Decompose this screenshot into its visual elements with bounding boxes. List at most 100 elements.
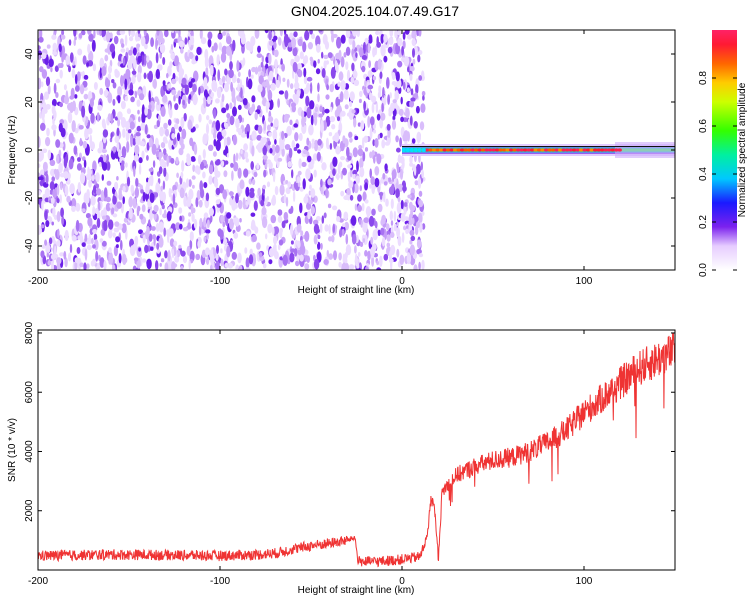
noise-speckle [50, 66, 53, 73]
noise-speckle [108, 219, 114, 230]
noise-speckle [348, 264, 355, 270]
noise-speckle [390, 198, 394, 209]
noise-speckle [332, 168, 336, 177]
y-tick-label: -40 [24, 238, 35, 253]
noise-speckle [266, 124, 271, 132]
noise-speckle [87, 217, 93, 227]
noise-speckle [293, 146, 298, 152]
band-onset-dot [421, 148, 426, 152]
noise-speckle [321, 68, 326, 78]
noise-speckle [215, 98, 220, 104]
noise-speckle [237, 167, 242, 179]
noise-speckle [105, 202, 111, 212]
noise-speckle [376, 267, 382, 270]
noise-speckle [178, 95, 181, 105]
noise-speckle [275, 79, 281, 89]
noise-speckle [344, 104, 349, 110]
noise-speckle [125, 120, 130, 130]
noise-speckle [52, 42, 58, 52]
noise-speckle [88, 33, 94, 42]
noise-speckle [105, 31, 111, 43]
noise-speckle [117, 118, 121, 127]
band-onset-dot [401, 148, 406, 152]
noise-speckle [299, 51, 304, 60]
noise-speckle [381, 102, 384, 113]
noise-speckle [103, 219, 108, 232]
noise-speckle [279, 184, 285, 196]
noise-speckle [93, 185, 97, 194]
noise-speckle [257, 65, 262, 73]
noise-speckle [290, 223, 294, 236]
noise-speckle [239, 264, 243, 270]
noise-speckle [326, 249, 329, 258]
noise-speckle [307, 210, 311, 220]
noise-speckle [190, 35, 195, 46]
noise-speckle [224, 160, 229, 165]
noise-speckle [373, 129, 377, 134]
noise-speckle [377, 58, 382, 70]
noise-speckle [272, 171, 276, 183]
noise-speckle [360, 120, 365, 130]
noise-speckle [354, 135, 359, 141]
band-peak-dot [617, 148, 622, 152]
top-x-axis-label: Height of straight line (km) [298, 285, 415, 296]
noise-speckle [46, 44, 51, 49]
noise-speckle [166, 155, 169, 167]
noise-speckle [52, 118, 55, 126]
noise-speckle [375, 101, 379, 114]
noise-speckle [328, 132, 333, 137]
noise-speckle [100, 190, 105, 202]
noise-speckle [223, 149, 227, 156]
noise-speckle [400, 116, 404, 123]
band-onset-dot [405, 148, 410, 152]
noise-speckle [235, 152, 239, 162]
noise-speckle [61, 53, 64, 63]
noise-speckle [120, 75, 124, 87]
noise-speckle [209, 249, 213, 259]
noise-speckle [330, 106, 333, 113]
noise-speckle [242, 57, 246, 66]
noise-speckle [55, 139, 61, 148]
noise-speckle [63, 171, 69, 179]
noise-speckle [45, 173, 49, 184]
noise-speckle [345, 244, 352, 256]
noise-speckle [208, 90, 211, 95]
noise-speckle [350, 215, 357, 226]
noise-speckle [359, 185, 362, 192]
noise-speckle [168, 187, 172, 198]
noise-speckle [233, 232, 239, 239]
noise-speckle [99, 67, 103, 79]
noise-speckle [279, 30, 283, 37]
noise-speckle [292, 190, 296, 202]
noise-speckle [224, 122, 229, 129]
noise-speckle [315, 43, 321, 53]
noise-speckle [204, 56, 209, 68]
noise-speckle [279, 227, 283, 234]
noise-speckle [378, 85, 382, 94]
noise-speckle [74, 127, 79, 134]
noise-speckle [61, 34, 66, 40]
noise-speckle [208, 144, 214, 151]
noise-speckle [122, 57, 126, 66]
noise-speckle [403, 56, 410, 67]
noise-speckle [229, 115, 235, 126]
noise-speckle [112, 98, 116, 106]
noise-speckle [277, 244, 281, 251]
noise-speckle [87, 30, 92, 36]
noise-speckle [215, 252, 219, 261]
noise-speckle [283, 211, 288, 221]
noise-speckle [405, 228, 409, 235]
noise-speckle [273, 243, 277, 250]
noise-speckle [124, 34, 128, 46]
noise-speckle [180, 171, 184, 179]
noise-speckle [109, 43, 116, 53]
noise-speckle [285, 196, 289, 207]
noise-speckle [112, 213, 118, 218]
noise-speckle [180, 265, 184, 270]
noise-speckle [211, 46, 215, 53]
noise-speckle [248, 178, 253, 185]
noise-speckle [240, 32, 246, 40]
noise-speckle [180, 143, 185, 150]
noise-speckle [289, 119, 293, 126]
